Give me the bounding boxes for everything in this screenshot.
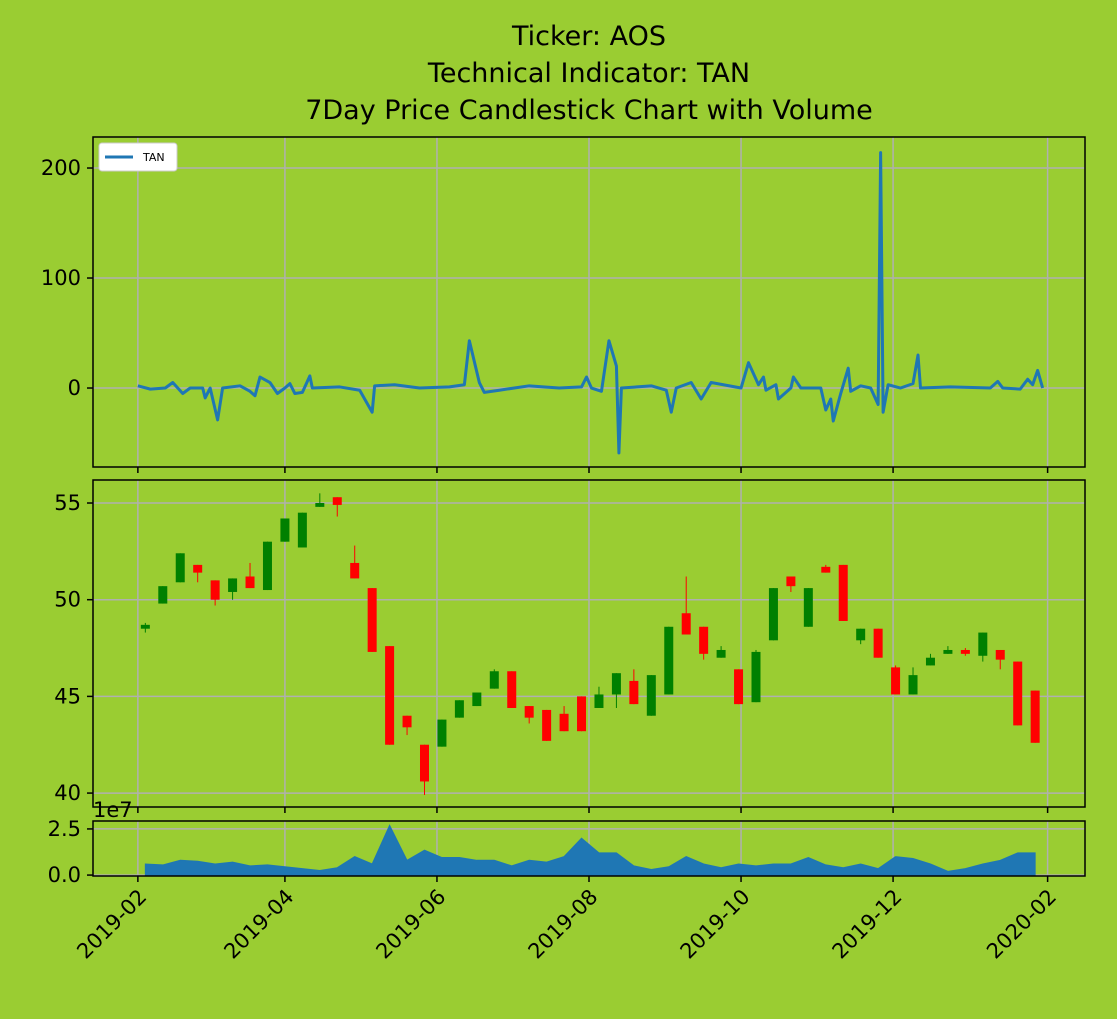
candle-body (507, 671, 517, 708)
candle-body (786, 576, 796, 587)
y-tick-label: 100 (41, 266, 81, 290)
legend-box (98, 142, 178, 172)
legend-label: TAN (142, 151, 165, 164)
candle-body (943, 649, 953, 654)
candle-body (611, 673, 621, 695)
plot-frame (92, 820, 1086, 877)
candle-body (489, 671, 499, 689)
candle-body (856, 628, 866, 641)
candle-body (978, 632, 988, 656)
plot-frame (92, 136, 1086, 468)
y-tick-label: 40 (54, 781, 81, 805)
y-tick-label: 0.0 (48, 863, 81, 887)
candle-body (925, 657, 935, 666)
candle-body (367, 588, 377, 652)
candle-body (577, 696, 587, 732)
candle-body (891, 667, 901, 695)
candle-body (559, 713, 569, 732)
candle-body (768, 588, 778, 641)
candle-body (699, 626, 709, 654)
candle-body (385, 646, 395, 745)
candle-body (908, 675, 918, 695)
candle-body (472, 692, 482, 707)
candle-body (228, 578, 238, 592)
candle-body (594, 694, 604, 708)
candle-body (210, 580, 220, 600)
candle-body (315, 503, 325, 507)
candle-body (332, 497, 342, 505)
y-tick-label: 55 (54, 491, 81, 515)
y-tick-label: 45 (54, 684, 81, 708)
candle-body (1030, 690, 1040, 743)
candle-body (681, 613, 691, 635)
line-series (137, 151, 1045, 455)
candle-body (542, 709, 552, 741)
candle-body (175, 553, 185, 583)
y-tick-label: 2.5 (48, 817, 81, 841)
candle-body (140, 624, 150, 629)
candle-body (280, 518, 290, 542)
candle-body (960, 649, 970, 654)
candle-body (716, 649, 726, 658)
candle-body (664, 626, 674, 695)
candle-body (995, 649, 1005, 660)
candle-body (873, 628, 883, 658)
candle-body (821, 566, 831, 573)
candle-body (419, 744, 429, 782)
candle-body (350, 562, 360, 579)
candle-body (803, 588, 813, 627)
candle-body (158, 586, 168, 604)
chart-title: 7Day Price Candlestick Chart with Volume (305, 95, 873, 126)
candle-body (838, 564, 848, 621)
candle-body (437, 719, 447, 747)
candle-body (751, 651, 761, 703)
candle-body (262, 541, 272, 591)
candle-body (524, 706, 534, 718)
candle-body (402, 715, 412, 728)
volume-area (144, 824, 1036, 876)
chart-title: Ticker: AOS (511, 21, 666, 52)
y-tick-label: 0 (68, 376, 81, 400)
candle-body (629, 680, 639, 705)
plot-frame (92, 479, 1086, 808)
chart-title: Technical Indicator: TAN (427, 58, 750, 89)
candle-body (245, 576, 255, 589)
y-tick-label: 200 (41, 156, 81, 180)
candle-body (193, 564, 203, 573)
candle-body (734, 669, 744, 705)
candle-body (454, 700, 464, 718)
y-tick-label: 50 (54, 588, 81, 612)
candle-body (646, 675, 656, 716)
offset-label: 1e7 (93, 798, 133, 822)
candle-body (1013, 661, 1023, 726)
candle-body (297, 512, 307, 548)
